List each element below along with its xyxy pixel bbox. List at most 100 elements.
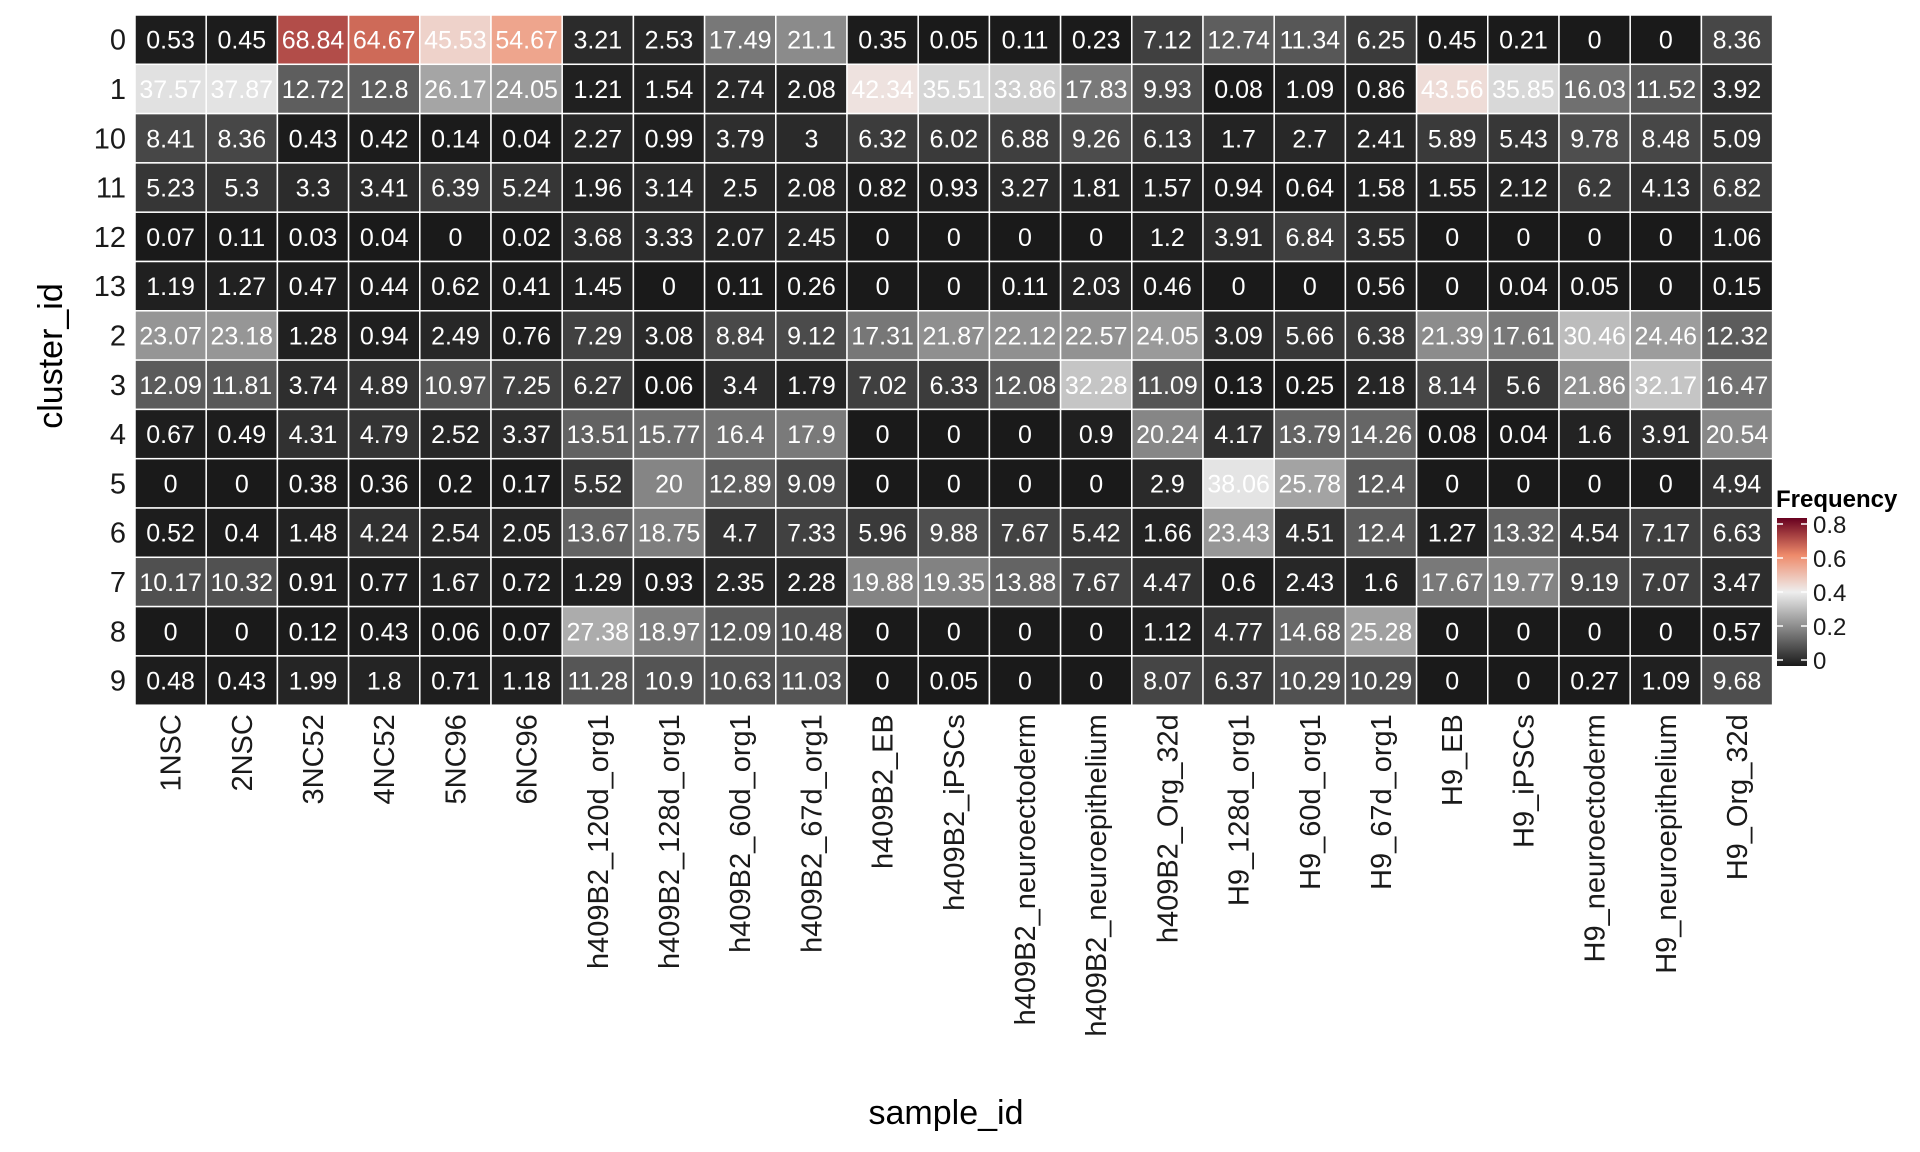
heatmap-cell bbox=[988, 556, 1062, 608]
cell-value-label: 0 bbox=[1659, 618, 1673, 646]
cell-value-label: 0 bbox=[876, 668, 890, 696]
cell-value-label: 0 bbox=[947, 224, 961, 252]
heatmap-cell bbox=[1131, 162, 1204, 213]
heatmap-cell bbox=[1700, 260, 1774, 312]
cell-value-label: 1.09 bbox=[1285, 76, 1334, 104]
cell-value-label: 2.9 bbox=[1150, 470, 1185, 498]
cell-value-label: 0.04 bbox=[360, 224, 409, 252]
cell-value-label: 3.68 bbox=[573, 224, 622, 252]
cell-value-label: 0 bbox=[662, 273, 676, 301]
heatmap-cell bbox=[561, 655, 635, 706]
cell-value-label: 0.25 bbox=[1285, 372, 1334, 400]
cell-value-label: 16.47 bbox=[1706, 372, 1769, 400]
y-tick-label: 9 bbox=[110, 666, 126, 698]
heatmap-cell bbox=[703, 310, 777, 361]
cell-value-label: 8.07 bbox=[1143, 668, 1192, 696]
cell-value-label: 9.19 bbox=[1570, 569, 1619, 597]
cell-value-label: 0 bbox=[1089, 224, 1103, 252]
legend-tick-label: 0.6 bbox=[1813, 546, 1846, 573]
heatmap-cell bbox=[490, 605, 563, 657]
x-tick-label: H9_60d_org1 bbox=[1295, 714, 1327, 890]
cell-value-label: 1.6 bbox=[1364, 569, 1399, 597]
heatmap-cell bbox=[1202, 655, 1275, 706]
heatmap-cell bbox=[347, 408, 421, 460]
cell-value-label: 1.96 bbox=[573, 175, 622, 203]
cell-value-label: 6.02 bbox=[929, 125, 978, 153]
cell-value-label: 0.41 bbox=[502, 273, 551, 301]
cell-value-label: 2.18 bbox=[1357, 372, 1406, 400]
cell-value-label: 1.06 bbox=[1713, 224, 1762, 252]
cell-value-label: 20 bbox=[655, 470, 683, 498]
heatmap-cell bbox=[1131, 408, 1204, 460]
cell-value-label: 0.6 bbox=[1221, 569, 1256, 597]
heatmap-cell bbox=[419, 63, 492, 115]
heatmap-cell bbox=[917, 211, 991, 263]
cell-value-label: 13.67 bbox=[567, 520, 630, 548]
heatmap-cell bbox=[1415, 310, 1489, 361]
heatmap-cell bbox=[917, 14, 991, 66]
cell-value-label: 6.39 bbox=[431, 175, 480, 203]
heatmap-cell bbox=[703, 408, 777, 460]
cell-value-label: 2.35 bbox=[716, 569, 765, 597]
x-tick-label: 2NSC bbox=[227, 714, 259, 791]
cell-value-label: 1.54 bbox=[645, 76, 694, 104]
y-tick-label: 10 bbox=[94, 123, 126, 155]
heatmap-cell bbox=[1131, 507, 1204, 559]
cell-value-label: 2.7 bbox=[1292, 125, 1327, 153]
cell-value-label: 0.42 bbox=[360, 125, 409, 153]
cell-value-label: 3.74 bbox=[289, 372, 338, 400]
heatmap-cell bbox=[988, 260, 1062, 312]
cell-value-label: 1.66 bbox=[1143, 520, 1192, 548]
cell-value-label: 17.31 bbox=[851, 322, 914, 350]
heatmap-cell bbox=[1273, 260, 1347, 312]
heatmap-cell bbox=[703, 162, 777, 213]
cell-value-label: 3.47 bbox=[1713, 569, 1762, 597]
cell-value-label: 32.28 bbox=[1065, 372, 1128, 400]
cell-value-label: 4.7 bbox=[723, 520, 758, 548]
cell-value-label: 9.09 bbox=[787, 470, 836, 498]
cell-value-label: 0.17 bbox=[502, 470, 551, 498]
heatmap-cell bbox=[1700, 655, 1774, 706]
heatmap-cell bbox=[1344, 408, 1418, 460]
cell-value-label: 0.23 bbox=[1072, 27, 1121, 55]
cell-value-label: 7.33 bbox=[787, 520, 836, 548]
cell-value-label: 2.05 bbox=[502, 520, 551, 548]
x-tick-label: 3NC52 bbox=[298, 714, 330, 804]
cell-value-label: 0.46 bbox=[1143, 273, 1192, 301]
cell-value-label: 4.79 bbox=[360, 421, 409, 449]
heatmap-cell bbox=[1059, 63, 1133, 115]
cell-value-label: 4.54 bbox=[1570, 520, 1619, 548]
heatmap-cell bbox=[1415, 14, 1489, 66]
cell-value-label: 35.51 bbox=[923, 76, 986, 104]
cell-value-label: 3.14 bbox=[645, 175, 694, 203]
x-tick-label: H9_neuroectoderm bbox=[1580, 714, 1612, 962]
cell-value-label: 10.48 bbox=[780, 618, 843, 646]
y-tick-label: 13 bbox=[94, 271, 126, 303]
cell-value-label: 19.35 bbox=[923, 569, 986, 597]
heatmap-cell bbox=[1415, 162, 1489, 213]
heatmap-cell bbox=[1629, 457, 1703, 509]
heatmap-cell bbox=[1700, 507, 1774, 559]
heatmap-cell bbox=[1202, 162, 1275, 213]
cell-value-label: 12.72 bbox=[282, 76, 345, 104]
cell-value-label: 12.32 bbox=[1706, 322, 1769, 350]
cell-value-label: 4.17 bbox=[1214, 421, 1263, 449]
cell-value-label: 0.94 bbox=[1214, 175, 1263, 203]
cell-value-label: 6.63 bbox=[1713, 520, 1762, 548]
heatmap-cell bbox=[1344, 162, 1418, 213]
x-tick-label: H9_128d_org1 bbox=[1224, 714, 1256, 906]
cell-value-label: 0 bbox=[1659, 273, 1673, 301]
cell-value-label: 0 bbox=[947, 421, 961, 449]
cell-value-label: 0.53 bbox=[146, 27, 195, 55]
cell-value-label: 0.08 bbox=[1214, 76, 1263, 104]
cell-value-label: 0.77 bbox=[360, 569, 409, 597]
cell-value-label: 17.61 bbox=[1492, 322, 1555, 350]
cell-value-label: 1.79 bbox=[787, 372, 836, 400]
cell-value-label: 27.38 bbox=[567, 618, 630, 646]
cell-value-label: 0.21 bbox=[1499, 27, 1548, 55]
cell-value-label: 6.37 bbox=[1214, 668, 1263, 696]
heatmap-cell bbox=[1558, 507, 1631, 559]
cell-value-label: 16.03 bbox=[1563, 76, 1626, 104]
cell-value-label: 9.88 bbox=[929, 520, 978, 548]
cell-value-label: 14.68 bbox=[1279, 618, 1342, 646]
